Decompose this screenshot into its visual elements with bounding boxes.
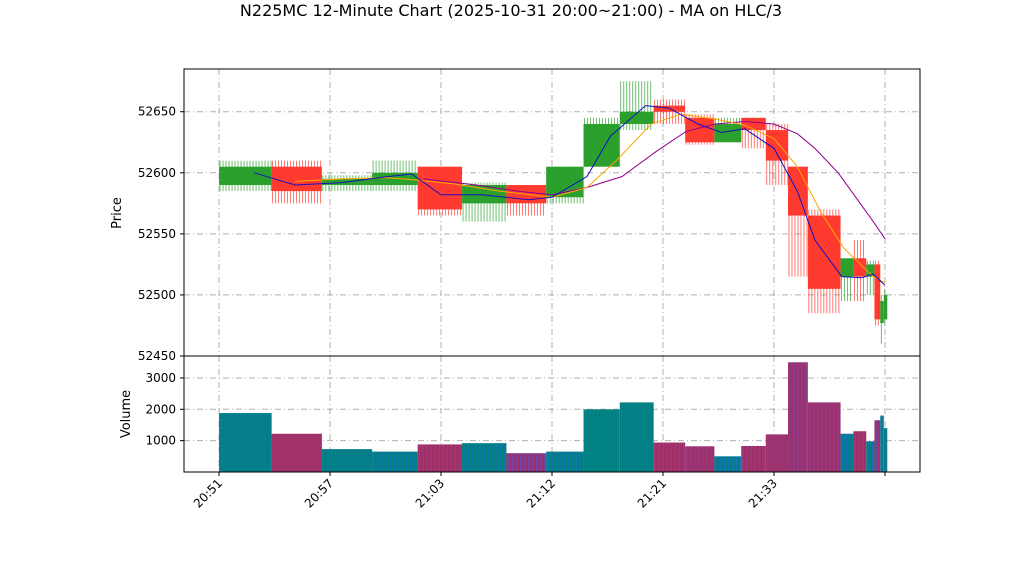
- volume-bar-6: [506, 453, 547, 472]
- candle-16: [807, 209, 841, 314]
- candle-body-4: [417, 166, 463, 210]
- candle-body-18: [853, 258, 867, 277]
- candle-body-17: [840, 258, 854, 277]
- x-tick-label-4: 21:21: [635, 476, 669, 510]
- volume-bar-13: [741, 445, 766, 472]
- ma-mid-line: [294, 113, 886, 284]
- candle-21: [880, 294, 884, 344]
- price-axis-label: Price: [110, 197, 125, 229]
- candle-6: [506, 185, 547, 216]
- candle-1: [271, 160, 322, 204]
- candle-4: [417, 166, 463, 216]
- candle-body-12: [714, 123, 742, 143]
- candle-18: [853, 239, 867, 302]
- volume-ytick-label-1: 2000: [145, 402, 176, 416]
- volume-ytick-label-2: 3000: [145, 371, 176, 385]
- volume-bar-0: [219, 413, 272, 472]
- volume-bar-12: [714, 456, 742, 472]
- volume-bar-17: [840, 433, 854, 472]
- x-tick-label-0: 20:51: [191, 476, 225, 510]
- candle-body-13: [741, 117, 766, 131]
- candle-body-20: [874, 264, 881, 320]
- price-ytick-label-0: 52450: [138, 349, 176, 363]
- candle-body-21: [880, 301, 884, 324]
- volume-bar-21: [880, 415, 884, 472]
- candle-8: [583, 117, 620, 167]
- x-tick-label-3: 21:12: [524, 476, 558, 510]
- candle-10: [653, 99, 686, 124]
- volume-bar-2: [321, 449, 373, 472]
- volume-bar-3: [372, 451, 418, 472]
- x-tick-label-5: 21:33: [746, 476, 780, 510]
- price-ytick-label-2: 52550: [138, 227, 176, 241]
- volume-bar-1: [271, 433, 322, 472]
- candles: [219, 81, 888, 344]
- ma-long-line: [423, 120, 886, 240]
- volume-bar-14: [765, 434, 789, 472]
- candle-body-8: [583, 123, 620, 167]
- candle-5: [462, 182, 507, 222]
- volume-bar-11: [685, 446, 715, 472]
- candle-body-0: [219, 166, 272, 186]
- volume-bar-16: [807, 402, 841, 472]
- candle-body-19: [866, 264, 875, 277]
- chart-title: N225MC 12-Minute Chart (2025-10-31 20:00…: [240, 1, 782, 20]
- volume-bars: [219, 362, 888, 472]
- x-tick-label-2: 21:03: [413, 476, 447, 510]
- x-tick-label-1: 20:57: [302, 476, 336, 510]
- candle-0: [219, 160, 272, 192]
- candle-22: [883, 288, 888, 326]
- candle-20: [874, 260, 881, 326]
- volume-axis-label: Volume: [119, 390, 134, 438]
- volume-bar-8: [583, 409, 620, 472]
- candle-15: [787, 166, 808, 277]
- candle-7: [546, 166, 584, 204]
- candle-body-1: [271, 166, 322, 192]
- volume-bar-15: [787, 362, 808, 472]
- price-ytick-label-3: 52600: [138, 166, 176, 180]
- price-ytick-label-4: 52650: [138, 105, 176, 119]
- volume-bar-9: [619, 402, 654, 472]
- volume-bar-20: [874, 420, 881, 472]
- volume-bar-18: [853, 431, 867, 472]
- price-panel: 52450 52500 52550 52600 52650: [138, 68, 921, 363]
- candle-14: [765, 123, 789, 186]
- candle-17: [840, 258, 854, 302]
- candle-body-15: [787, 166, 808, 216]
- x-axis: 20:51 20:57 21:03 21:12 21:21 21:33: [191, 472, 886, 511]
- volume-bar-7: [546, 451, 584, 472]
- volume-panel: 1000 2000 3000: [145, 355, 921, 473]
- volume-bar-4: [417, 444, 463, 472]
- volume-bar-5: [462, 443, 507, 472]
- ma-short-line: [253, 105, 886, 286]
- candle-19: [866, 260, 875, 295]
- volume-bar-10: [653, 442, 686, 472]
- price-ytick-label-1: 52500: [138, 288, 176, 302]
- candle-body-22: [883, 294, 888, 320]
- volume-ytick-label-0: 1000: [145, 434, 176, 448]
- volume-bar-22: [883, 428, 888, 472]
- candle-body-5: [462, 185, 507, 204]
- candle-body-3: [372, 172, 418, 186]
- volume-bar-19: [866, 441, 875, 472]
